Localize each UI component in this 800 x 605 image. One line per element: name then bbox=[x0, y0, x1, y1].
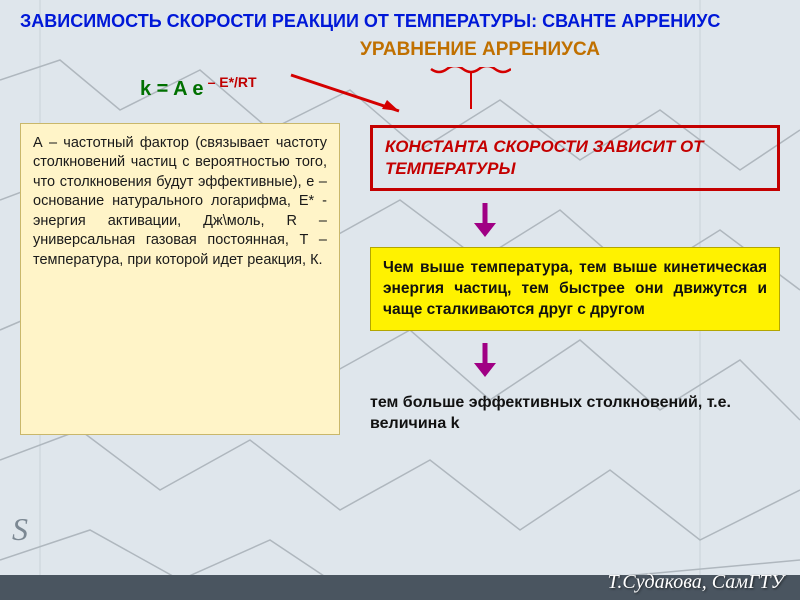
page-title: ЗАВИСИМОСТЬ СКОРОСТИ РЕАКЦИИ ОТ ТЕМПЕРАТ… bbox=[20, 10, 780, 33]
conclusion-text: тем больше эффективных столкновений, т.е… bbox=[370, 393, 780, 435]
equation: k = A e– E*/RT bbox=[140, 78, 257, 101]
connector-arrows bbox=[281, 67, 511, 113]
constant-box: КОНСТАНТА СКОРОСТИ ЗАВИСИТ ОТ ТЕМПЕРАТУР… bbox=[370, 125, 780, 191]
svg-text:S: S bbox=[12, 511, 28, 547]
subtitle: УРАВНЕНИЕ АРРЕНИУСА bbox=[180, 39, 780, 61]
equation-base: k = A e bbox=[140, 78, 204, 100]
definition-box: А – частотный фактор (связывает частоту … bbox=[20, 123, 340, 436]
equation-exponent: – E*/RT bbox=[208, 74, 257, 90]
explanation-box: Чем выше температура, тем выше кинетичес… bbox=[370, 247, 780, 332]
author-signature: Т.Судакова, СамГТУ bbox=[608, 571, 784, 594]
arrow-down-icon bbox=[470, 341, 500, 377]
arrow-down-icon bbox=[470, 201, 500, 237]
